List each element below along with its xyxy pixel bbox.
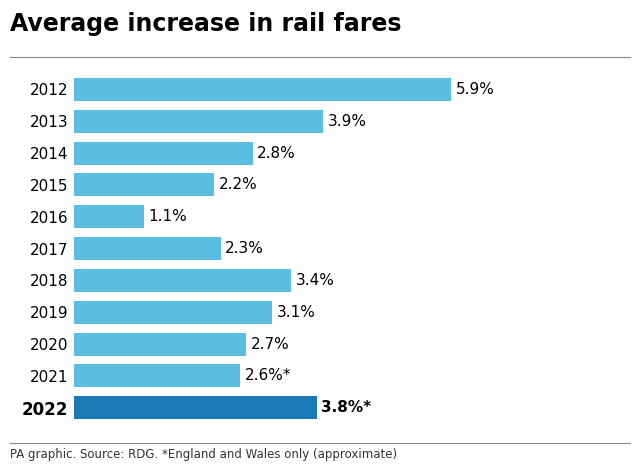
Text: 3.8%*: 3.8%*: [321, 400, 371, 415]
Text: 2.2%: 2.2%: [219, 177, 258, 192]
Text: 2.8%: 2.8%: [257, 145, 296, 160]
Text: 2.7%: 2.7%: [251, 337, 290, 352]
Bar: [74, 110, 323, 133]
Bar: [74, 396, 317, 419]
Text: 3.4%: 3.4%: [296, 273, 335, 288]
Text: 3.1%: 3.1%: [276, 305, 316, 320]
Text: 5.9%: 5.9%: [456, 82, 495, 97]
Bar: [74, 78, 451, 101]
Bar: [74, 364, 240, 387]
Text: 3.9%: 3.9%: [328, 114, 367, 129]
Bar: [74, 237, 221, 260]
Text: Average increase in rail fares: Average increase in rail fares: [10, 12, 401, 36]
Bar: [74, 142, 253, 165]
Bar: [74, 333, 246, 356]
Bar: [74, 301, 272, 324]
Bar: [74, 269, 291, 292]
Text: 2.6%*: 2.6%*: [244, 368, 291, 383]
Text: 1.1%: 1.1%: [148, 209, 188, 224]
Bar: [74, 205, 144, 228]
Text: 2.3%: 2.3%: [225, 241, 264, 256]
Bar: [74, 174, 214, 197]
Text: PA graphic. Source: RDG. *England and Wales only (approximate): PA graphic. Source: RDG. *England and Wa…: [10, 448, 397, 461]
